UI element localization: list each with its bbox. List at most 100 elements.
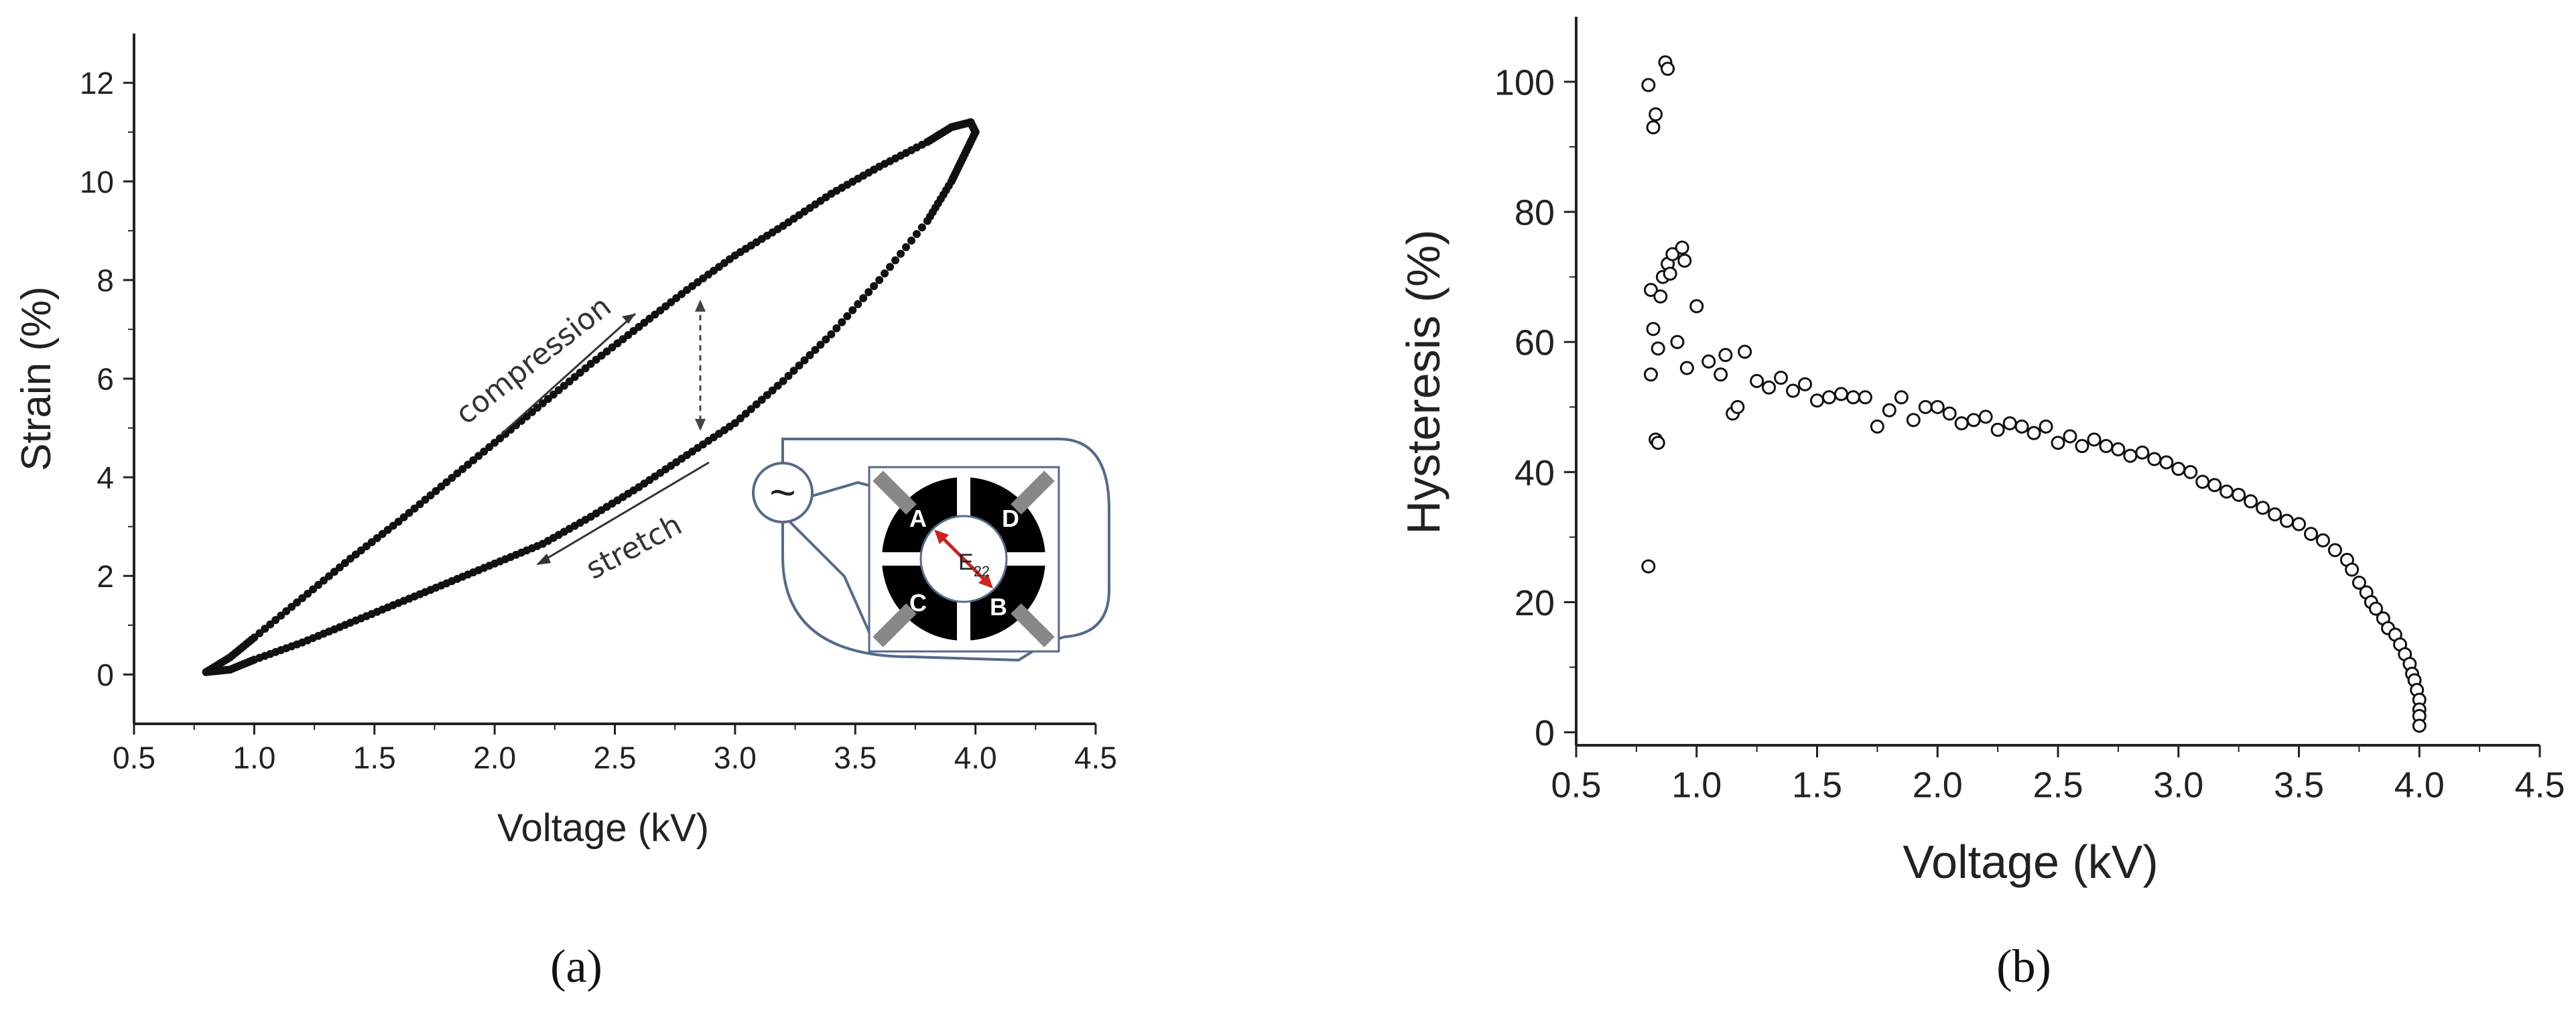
chart-b-point — [1689, 299, 1704, 314]
chart-b-point — [1942, 406, 1957, 421]
chart-b-point — [1870, 419, 1884, 434]
chart-b-point — [2039, 419, 2053, 434]
chart-a-point — [901, 243, 910, 251]
annotation-stretch: stretch — [580, 508, 688, 586]
chart-b-point — [2345, 562, 2360, 577]
chart-b-point — [2135, 445, 2150, 460]
chart-b-point — [2147, 452, 2162, 466]
chart-b-point — [1930, 399, 1945, 414]
chart-a-point — [282, 607, 291, 616]
chart-a-point — [324, 572, 333, 580]
chart-b-point — [1665, 247, 1680, 261]
chart-a-point — [789, 367, 798, 375]
chart-a-point — [298, 594, 307, 603]
chart-a-point — [202, 668, 210, 676]
chart-b-point — [2352, 575, 2366, 590]
chart-a-point — [843, 312, 852, 320]
chart-b-point — [2014, 419, 2029, 434]
chart-a-point — [757, 395, 766, 404]
chart-a: 0.5 1.0 1.5 2.0 2.5 3.0 3.5 4.0 4.5 0 2 4 6 8 10 12 Vo… — [13, 34, 1117, 993]
chart-a-point — [448, 473, 456, 482]
chart-a-x-tick-label: 0.5 — [113, 741, 155, 775]
chart-b-point — [2051, 436, 2065, 450]
chart-a-point — [763, 391, 771, 399]
chart-b-point — [2256, 501, 2270, 515]
chart-b-point — [2207, 478, 2222, 493]
chart-b-y-tick-label: 100 — [1494, 62, 1555, 103]
chart-a-point — [859, 294, 868, 302]
field-label-main: E — [958, 550, 974, 575]
chart-a-point — [848, 306, 857, 314]
chart-a-point — [795, 361, 803, 370]
chart-b-point — [2159, 455, 2174, 470]
chart-a-point — [464, 460, 472, 469]
chart-a-y-tick-label: 10 — [80, 164, 114, 199]
chart-a-point — [309, 585, 318, 594]
chart-b-point — [1677, 253, 1692, 268]
chart-b-ylabel: Hysteresis (%) — [1397, 229, 1450, 534]
chart-b-point — [1653, 289, 1668, 304]
chart-a-y-ticks: 0 2 4 6 8 10 12 — [80, 66, 134, 692]
chart-a-point — [533, 403, 541, 412]
chart-a-xlabel: Voltage (kV) — [497, 806, 709, 850]
chart-a-point — [491, 438, 499, 447]
chart-a-point — [576, 369, 584, 377]
chart-b-point — [1651, 341, 1665, 356]
chart-a-point — [864, 288, 873, 296]
chart-a-x-tick-label: 4.0 — [954, 741, 997, 775]
chart-b-x-tick-label: 4.0 — [2394, 765, 2445, 805]
chart-a-point — [838, 318, 846, 326]
field-arrow-icon — [937, 532, 990, 586]
chart-b-point — [1714, 367, 1728, 382]
compression-arrow — [500, 312, 637, 436]
chart-b-point — [2232, 487, 2246, 502]
chart-a-point — [554, 386, 563, 395]
chart-b-point — [1821, 390, 1836, 405]
field-label-subscript: 22 — [974, 563, 990, 580]
chart-a-x-tick-label: 3.5 — [834, 741, 877, 775]
chart-b-point — [1646, 322, 1661, 336]
chart-b-x-tick-label: 0.5 — [1551, 765, 1601, 805]
chart-b-point — [2244, 494, 2258, 509]
chart-a-point — [527, 407, 536, 416]
chart-a-point — [485, 443, 494, 452]
chart-a-points — [202, 118, 980, 676]
chart-b-point — [1798, 377, 1813, 391]
chart-b-point — [2315, 533, 2330, 548]
gap-arrowhead-top — [695, 300, 706, 312]
compression-arrowhead — [622, 314, 635, 324]
chart-a-y-tick-label: 0 — [96, 657, 114, 692]
chart-a-point — [474, 452, 483, 460]
chart-a-point — [410, 504, 419, 513]
chart-a-point — [827, 330, 836, 338]
chart-b-point — [1750, 374, 1764, 388]
chart-a-point — [335, 563, 344, 572]
chart-b-point — [1762, 380, 1777, 395]
field-arrowhead — [978, 574, 993, 588]
chart-a-point — [432, 487, 440, 495]
panel-label-a: (a) — [550, 941, 602, 993]
chart-a-point — [565, 377, 574, 386]
chart-a-point — [779, 377, 787, 385]
inset-wire — [781, 517, 1047, 662]
electrode-label-c: C — [909, 589, 927, 617]
chart-a-point — [570, 373, 579, 381]
chart-b-point — [1663, 266, 1677, 281]
chart-b-point — [1954, 416, 1969, 431]
chart-a-point — [415, 500, 424, 509]
chart-b-point — [1810, 393, 1824, 408]
chart-b-point — [2002, 416, 2017, 431]
chart-b-x-tick-label: 2.0 — [1913, 765, 1963, 805]
chart-a-point — [881, 269, 889, 278]
chart-b-point — [1846, 390, 1860, 405]
chart-a-point — [469, 456, 478, 464]
chart-b-y-tick-label: 80 — [1515, 193, 1555, 233]
chart-b-point — [2183, 464, 2198, 479]
chart-a-point — [875, 275, 884, 284]
chart-a-point — [560, 381, 568, 390]
chart-a-point — [752, 400, 761, 409]
chart-a-point — [442, 478, 451, 487]
chart-b-point — [1786, 383, 1801, 398]
chart-b-y-ticks: 0 20 40 60 80 100 — [1494, 62, 1576, 753]
chart-a-point — [822, 335, 830, 344]
